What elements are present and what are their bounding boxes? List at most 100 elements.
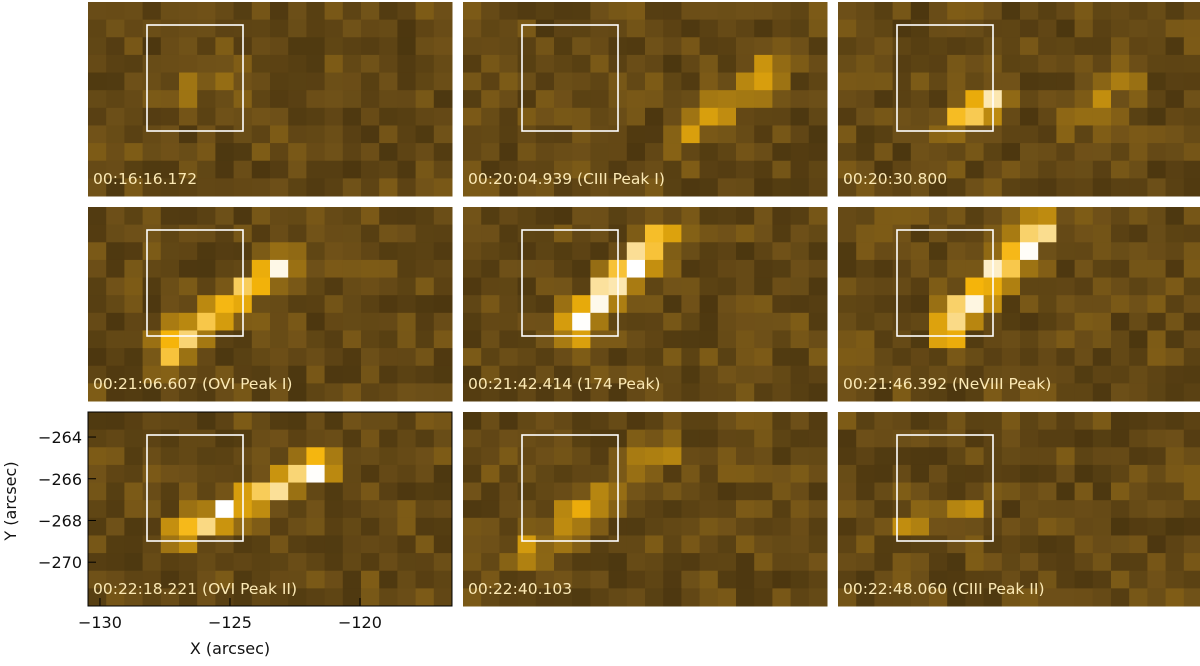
pixel xyxy=(517,19,537,38)
pixel xyxy=(106,277,125,296)
pixel xyxy=(288,295,307,314)
pixel xyxy=(1056,312,1076,331)
x-axis-label: X (arcsec) xyxy=(190,639,270,658)
pixel xyxy=(142,429,162,448)
pixel xyxy=(645,178,664,197)
pixel xyxy=(397,19,417,38)
pixel xyxy=(215,37,235,56)
pixel xyxy=(160,107,180,126)
pixel xyxy=(1165,365,1185,384)
pixel xyxy=(1074,464,1094,484)
pixel xyxy=(910,429,930,448)
pixel xyxy=(717,160,737,179)
pixel xyxy=(1147,553,1167,572)
pixel xyxy=(433,365,453,384)
pixel xyxy=(892,207,912,226)
pixel xyxy=(463,19,482,38)
pixel xyxy=(1183,330,1200,349)
pixel xyxy=(160,207,180,226)
pixel xyxy=(270,160,289,179)
pixel xyxy=(754,19,773,38)
pixel xyxy=(965,107,985,126)
pixel xyxy=(947,383,966,402)
pixel xyxy=(160,500,180,519)
pixel xyxy=(215,383,235,402)
pixel xyxy=(572,312,591,331)
pixel xyxy=(517,570,537,589)
pixel xyxy=(699,570,719,589)
pixel xyxy=(124,553,144,572)
pixel xyxy=(288,447,307,466)
pixel xyxy=(1001,107,1021,126)
pixel xyxy=(554,383,573,402)
pixel xyxy=(324,37,344,56)
pixel xyxy=(572,277,591,296)
pixel xyxy=(106,535,125,554)
pixel xyxy=(517,482,537,501)
pixel xyxy=(965,517,985,536)
pixel xyxy=(790,2,810,21)
pixel xyxy=(379,107,398,126)
pixel xyxy=(379,312,398,331)
pixel xyxy=(1038,242,1057,261)
pixel xyxy=(270,107,289,126)
pixel xyxy=(947,277,966,296)
pixel xyxy=(1111,570,1130,589)
pixel xyxy=(361,277,380,296)
pixel xyxy=(215,535,235,554)
pixel xyxy=(306,365,326,384)
pixel xyxy=(88,295,107,314)
pixel xyxy=(590,482,610,501)
pixel xyxy=(808,295,828,314)
pixel xyxy=(772,447,792,466)
pixel xyxy=(179,383,198,402)
pixel xyxy=(910,72,930,91)
pixel xyxy=(215,464,235,484)
pixel xyxy=(808,143,828,162)
pixel xyxy=(910,482,930,501)
pixel xyxy=(554,535,573,554)
pixel xyxy=(179,295,198,314)
pixel xyxy=(1147,588,1167,607)
pixel xyxy=(790,178,810,197)
pixel xyxy=(270,312,289,331)
pixel xyxy=(1092,447,1112,466)
pixel xyxy=(892,535,912,554)
pixel xyxy=(517,312,537,331)
pixel xyxy=(965,259,985,279)
pixel xyxy=(717,242,737,261)
pixel xyxy=(1092,295,1112,314)
pixel xyxy=(88,553,107,572)
pixel xyxy=(270,517,289,536)
pixel xyxy=(910,242,930,261)
pixel xyxy=(106,553,125,572)
pixel xyxy=(874,242,894,261)
pixel xyxy=(663,464,682,484)
pixel xyxy=(1165,412,1185,431)
pixel xyxy=(1111,160,1130,179)
pixel xyxy=(499,429,519,448)
pixel xyxy=(215,553,235,572)
pixel xyxy=(1020,72,1039,91)
pixel xyxy=(1147,143,1167,162)
pixel xyxy=(397,482,417,501)
pixel xyxy=(288,277,307,296)
pixel xyxy=(233,207,253,226)
pixel xyxy=(197,90,216,109)
pixel xyxy=(772,143,792,162)
pixel xyxy=(197,277,216,296)
pixel xyxy=(1001,348,1021,367)
pixel xyxy=(572,500,591,519)
pixel xyxy=(699,72,719,91)
pixel xyxy=(463,160,482,179)
pixel xyxy=(463,348,482,367)
pixel xyxy=(433,72,453,91)
pixel xyxy=(1111,383,1130,402)
pixel xyxy=(1183,482,1200,501)
pixel xyxy=(433,383,453,402)
pixel xyxy=(663,19,682,38)
pixel xyxy=(1001,72,1021,91)
pixel xyxy=(306,295,326,314)
pixel xyxy=(1147,348,1167,367)
pixel xyxy=(306,553,326,572)
